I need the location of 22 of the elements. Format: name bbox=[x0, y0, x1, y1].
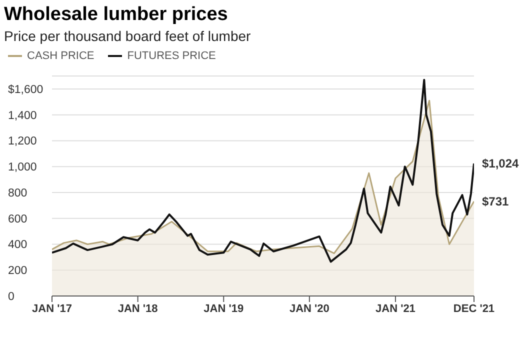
y-tick-label: 800 bbox=[8, 187, 28, 200]
legend-label: FUTURES PRICE bbox=[126, 50, 216, 62]
y-tick-label: 1,000 bbox=[8, 162, 37, 174]
y-tick-label: 600 bbox=[8, 213, 28, 226]
y-tick-label: 0 bbox=[8, 291, 14, 303]
chart-subtitle: Price per thousand board feet of lumber bbox=[4, 28, 252, 44]
chart-title: Wholesale lumber prices bbox=[4, 4, 229, 26]
y-tick-label: 1,400 bbox=[8, 110, 37, 122]
data-label: $1,024 bbox=[482, 156, 520, 170]
x-tick-label: JAN '20 bbox=[289, 302, 330, 315]
y-tick-label: 400 bbox=[8, 239, 28, 252]
x-tick-label: JAN '17 bbox=[32, 302, 72, 315]
x-tick-label: JAN '21 bbox=[376, 302, 416, 315]
x-tick-label: DEC '21 bbox=[453, 302, 495, 315]
x-tick-label: JAN '19 bbox=[204, 302, 244, 315]
x-tick-label: JAN '18 bbox=[118, 302, 158, 315]
legend-label: CASH PRICE bbox=[26, 50, 94, 62]
y-tick-label: 1,200 bbox=[8, 136, 37, 148]
line-series bbox=[52, 78, 474, 263]
y-tick-label: 200 bbox=[8, 265, 28, 278]
data-label: $731 bbox=[482, 194, 510, 208]
y-tick-label: $1,600 bbox=[8, 84, 44, 96]
